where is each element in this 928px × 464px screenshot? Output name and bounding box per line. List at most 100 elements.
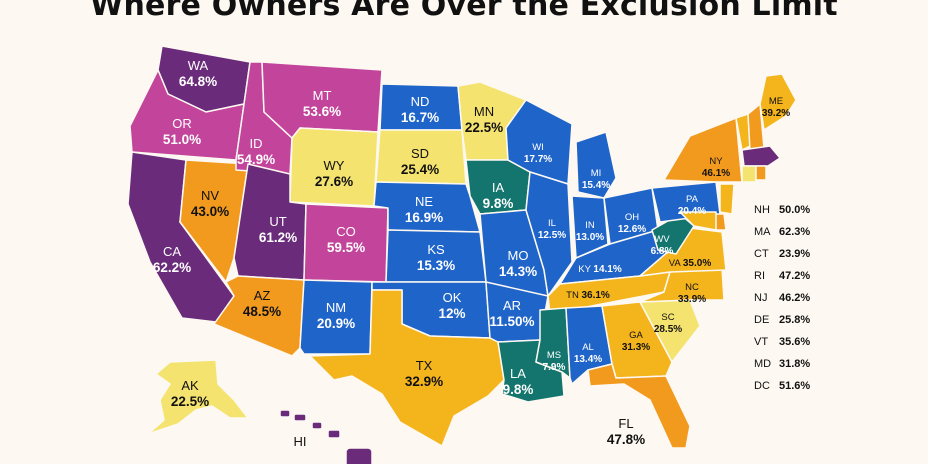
state-abbr-mi: MI bbox=[591, 168, 602, 179]
state-abbr: MA bbox=[754, 226, 771, 238]
list-item: VT 35.6% bbox=[754, 336, 824, 358]
state-value-ne: 16.9% bbox=[405, 210, 443, 225]
state-value-co: 59.5% bbox=[327, 240, 365, 255]
list-item: MD 31.8% bbox=[754, 358, 824, 380]
state-MA bbox=[741, 145, 781, 167]
state-value-or: 51.0% bbox=[163, 132, 201, 147]
state-value-wv: 6.8% bbox=[651, 246, 674, 257]
state-value-nc: 33.9% bbox=[678, 294, 706, 305]
state-abbr-ok: OK bbox=[443, 290, 462, 305]
state-abbr-nd: ND bbox=[411, 94, 430, 109]
state-value-ok: 12% bbox=[438, 306, 465, 321]
state-abbr: NH bbox=[754, 204, 770, 216]
state-abbr-mn: MN bbox=[474, 104, 494, 119]
state-abbr-ga: GA bbox=[629, 330, 643, 341]
state-value-tx: 32.9% bbox=[405, 374, 443, 389]
state-value-in: 13.0% bbox=[576, 232, 604, 243]
state-value: 50.0% bbox=[779, 204, 811, 216]
state-value-sc: 28.5% bbox=[654, 324, 682, 335]
state-value: 35.6% bbox=[779, 336, 811, 348]
state-NJ bbox=[719, 183, 735, 215]
state-value-nm: 20.9% bbox=[317, 316, 355, 331]
state-value: 36.1% bbox=[581, 290, 609, 301]
state-abbr-me: ME bbox=[769, 96, 783, 107]
state-value-al: 13.4% bbox=[574, 354, 602, 365]
state-value-id: 54.9% bbox=[237, 152, 275, 167]
state-abbr-la: LA bbox=[510, 366, 526, 381]
state-AK bbox=[147, 359, 249, 435]
state-IN bbox=[571, 195, 609, 259]
state-abbr-wa: WA bbox=[188, 58, 209, 73]
state-value: 46.2% bbox=[779, 292, 811, 304]
state-value-ut: 61.2% bbox=[259, 230, 297, 245]
state-abbr: VT bbox=[754, 336, 769, 348]
state-RI bbox=[755, 165, 767, 181]
state-abbr-or: OR bbox=[172, 116, 192, 131]
state-abbr: DC bbox=[754, 380, 770, 392]
state-abbr-hi: HI bbox=[294, 434, 307, 449]
state-ME bbox=[759, 73, 797, 131]
map-title: Where Owners Are Over the Exclusion Limi… bbox=[90, 0, 838, 23]
state-abbr-pa: PA bbox=[686, 194, 699, 205]
state-HI bbox=[279, 409, 373, 464]
state-abbr-wv: WV bbox=[654, 234, 670, 245]
state-TX bbox=[309, 289, 505, 447]
list-item: RI 47.2% bbox=[754, 270, 824, 292]
state-abbr-co: CO bbox=[336, 224, 356, 239]
list-item: DC 51.6% bbox=[754, 380, 824, 402]
state-abbr-ne: NE bbox=[415, 194, 433, 209]
state-value-mi: 15.4% bbox=[582, 180, 610, 191]
state-value-mt: 53.6% bbox=[303, 104, 341, 119]
state-abbr: CT bbox=[754, 248, 769, 260]
list-item: NH 50.0% bbox=[754, 204, 824, 226]
state-label-tn: TN 36.1% bbox=[566, 290, 610, 301]
state-label-ky: KY 14.1% bbox=[578, 264, 622, 275]
state-abbr-ak: AK bbox=[181, 378, 199, 393]
list-item: CT 23.9% bbox=[754, 248, 824, 270]
state-value: 31.8% bbox=[779, 358, 811, 370]
state-value-ms: 7.9% bbox=[543, 362, 566, 373]
state-abbr: VA bbox=[669, 258, 683, 269]
state-abbr-mo: MO bbox=[508, 248, 529, 263]
state-abbr-oh: OH bbox=[625, 212, 639, 223]
state-FL bbox=[587, 363, 691, 449]
state-abbr-az: AZ bbox=[254, 288, 271, 303]
state-NM bbox=[299, 279, 373, 355]
state-abbr-fl: FL bbox=[618, 416, 633, 431]
state-abbr-ar: AR bbox=[503, 298, 521, 313]
state-value-pa: 20.4% bbox=[678, 206, 706, 217]
state-value-ga: 31.3% bbox=[622, 342, 650, 353]
state-value-nd: 16.7% bbox=[401, 110, 439, 125]
list-item: NJ 46.2% bbox=[754, 292, 824, 314]
state-value-ar: 11.50% bbox=[489, 314, 534, 329]
state-value-il: 12.5% bbox=[538, 230, 566, 241]
state-CT bbox=[741, 165, 757, 183]
state-value: 47.2% bbox=[779, 270, 811, 282]
state-value-mo: 14.3% bbox=[499, 264, 537, 279]
state-abbr: DE bbox=[754, 314, 770, 326]
state-abbr-nc: NC bbox=[685, 282, 699, 293]
state-value-la: 9.8% bbox=[503, 382, 534, 397]
state-abbr: RI bbox=[754, 270, 765, 282]
state-value-ny: 46.1% bbox=[702, 168, 730, 179]
state-abbr-nv: NV bbox=[201, 188, 219, 203]
state-value-wy: 27.6% bbox=[315, 174, 353, 189]
state-value-ia: 9.8% bbox=[483, 196, 514, 211]
state-abbr: TN bbox=[566, 290, 581, 301]
state-abbr-ca: CA bbox=[163, 244, 181, 259]
state-MI bbox=[575, 131, 617, 199]
state-abbr-ia: IA bbox=[492, 180, 505, 195]
state-NY bbox=[663, 117, 743, 183]
state-abbr-ks: KS bbox=[427, 242, 445, 257]
state-abbr-wi: WI bbox=[532, 142, 544, 153]
state-abbr: MD bbox=[754, 358, 772, 370]
state-value-ak: 22.5% bbox=[171, 394, 209, 409]
state-value: 14.1% bbox=[593, 264, 621, 275]
state-abbr: NJ bbox=[754, 292, 768, 304]
state-abbr-ut: UT bbox=[269, 214, 286, 229]
state-value-wa: 64.8% bbox=[179, 74, 217, 89]
state-value: 35.0% bbox=[683, 258, 711, 269]
state-abbr-ny: NY bbox=[709, 156, 723, 167]
small-states-list: NH 50.0% MA 62.3% CT 23.9% RI 47.2% NJ 46.2% … bbox=[754, 204, 824, 402]
